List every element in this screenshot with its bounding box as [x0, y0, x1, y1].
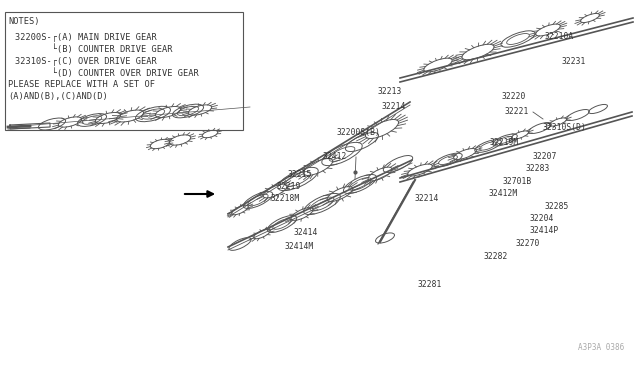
Text: 32200S-┌(A) MAIN DRIVE GEAR: 32200S-┌(A) MAIN DRIVE GEAR	[15, 32, 157, 41]
Text: A3P3A 0386: A3P3A 0386	[578, 343, 624, 352]
Text: 32283: 32283	[526, 164, 550, 173]
Text: 32215: 32215	[288, 170, 312, 179]
Text: └(B) COUNTER DRIVE GEAR: └(B) COUNTER DRIVE GEAR	[15, 44, 173, 54]
Text: 32412: 32412	[323, 152, 348, 161]
Text: 32218M: 32218M	[271, 194, 300, 203]
Text: 32281: 32281	[418, 280, 442, 289]
Text: 32285: 32285	[545, 202, 570, 211]
Text: 32214: 32214	[415, 194, 440, 203]
Text: 32282: 32282	[484, 252, 508, 261]
Text: PLEASE REPLACE WITH A SET OF: PLEASE REPLACE WITH A SET OF	[8, 80, 155, 89]
Text: 32231: 32231	[562, 57, 586, 66]
Text: └(D) COUNTER OVER DRIVE GEAR: └(D) COUNTER OVER DRIVE GEAR	[15, 68, 199, 78]
Text: 32310S(D): 32310S(D)	[543, 123, 587, 132]
Text: 32200S(B): 32200S(B)	[337, 128, 381, 137]
Text: 32221: 32221	[505, 107, 529, 116]
Text: 32220: 32220	[502, 92, 526, 101]
Text: 32310S-┌(C) OVER DRIVE GEAR: 32310S-┌(C) OVER DRIVE GEAR	[15, 56, 157, 65]
Text: (A)AND(B),(C)AND(D): (A)AND(B),(C)AND(D)	[8, 92, 108, 101]
Text: 32210A: 32210A	[545, 32, 574, 41]
Text: 32270: 32270	[516, 239, 540, 248]
Text: 32701B: 32701B	[503, 177, 532, 186]
Text: 32219M: 32219M	[490, 138, 519, 147]
Text: NOTES): NOTES)	[8, 17, 40, 26]
Bar	[5, 12, 243, 130]
Text: 32213: 32213	[378, 87, 403, 96]
Text: 32214: 32214	[382, 102, 406, 111]
Text: 32414M: 32414M	[285, 242, 314, 251]
Text: 32414: 32414	[294, 228, 318, 237]
Text: 32412M: 32412M	[489, 189, 518, 198]
Text: 32219: 32219	[277, 182, 301, 191]
Text: 32414P: 32414P	[530, 226, 559, 235]
Text: 32204: 32204	[530, 214, 554, 223]
Text: 32207: 32207	[533, 152, 557, 161]
